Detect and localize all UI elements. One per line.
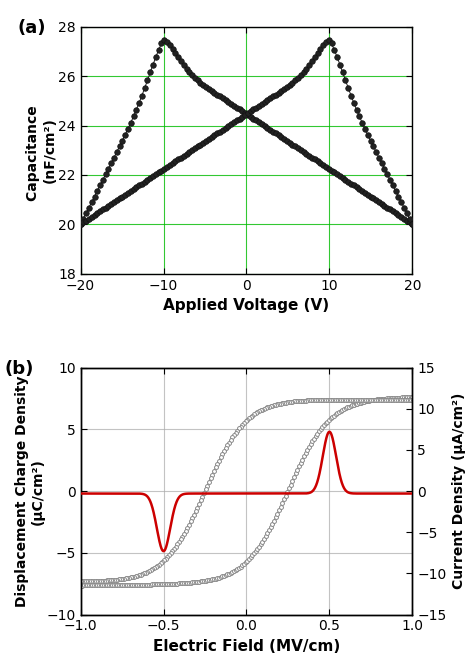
Text: (b): (b) <box>4 360 34 378</box>
Y-axis label: Displacement Charge Density
(μC/cm²): Displacement Charge Density (μC/cm²) <box>15 375 45 607</box>
X-axis label: Applied Voltage (V): Applied Voltage (V) <box>164 298 329 313</box>
Y-axis label: Current Density (μA/cm²): Current Density (μA/cm²) <box>452 393 466 589</box>
X-axis label: Electric Field (MV/cm): Electric Field (MV/cm) <box>153 639 340 654</box>
Text: (a): (a) <box>18 19 46 37</box>
Y-axis label: Capacitance 
(nF/cm²): Capacitance (nF/cm²) <box>27 100 56 200</box>
